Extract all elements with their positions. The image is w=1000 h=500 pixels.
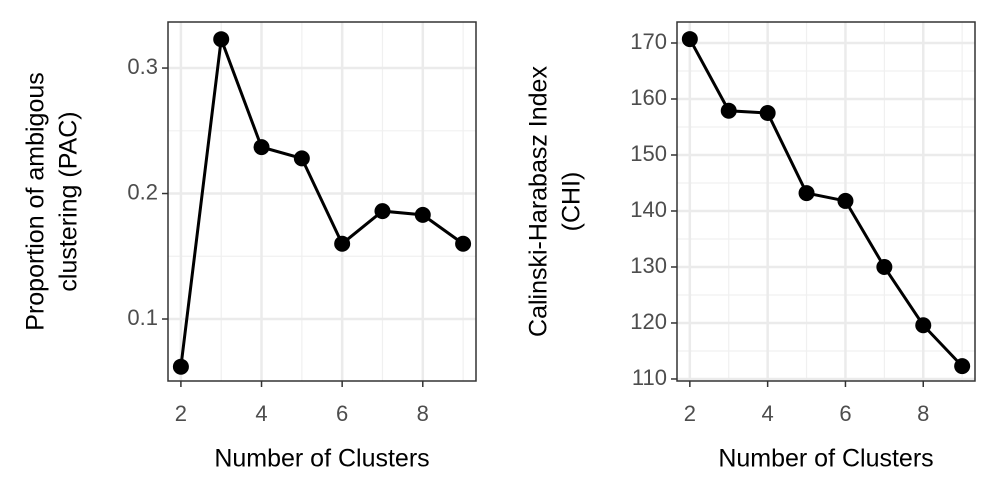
y-tick-label: 170 xyxy=(630,29,667,54)
data-point xyxy=(798,185,815,202)
y-tick-label: 130 xyxy=(630,253,667,278)
data-point xyxy=(759,104,776,121)
x-tick-label: 6 xyxy=(336,401,348,426)
y-axis-title: Proportion of ambigous xyxy=(22,72,50,330)
x-tick-label: 4 xyxy=(255,401,267,426)
y-axis-title: Calinski-Harabasz Index xyxy=(525,66,553,337)
panel-border xyxy=(676,21,976,382)
y-tick-label: 140 xyxy=(630,197,667,222)
y-tick-label: 0.3 xyxy=(127,54,158,79)
data-point xyxy=(681,31,698,48)
data-line xyxy=(179,38,464,367)
data-point xyxy=(837,192,854,209)
y-tick-label: 120 xyxy=(630,309,667,334)
x-tick-label: 8 xyxy=(917,401,929,426)
data-point xyxy=(915,317,932,334)
x-tick-label: 8 xyxy=(417,401,429,426)
data-point xyxy=(374,203,391,220)
y-tick-label: 0.2 xyxy=(127,179,158,204)
x-tick-label: 6 xyxy=(839,401,851,426)
data-point xyxy=(253,139,270,156)
y-tick-label: 160 xyxy=(630,85,667,110)
x-tick-label: 4 xyxy=(762,401,774,426)
data-point xyxy=(213,31,230,48)
x-tick-label: 2 xyxy=(684,401,696,426)
y-tick-label: 150 xyxy=(630,141,667,166)
data-point xyxy=(876,258,893,275)
data-point xyxy=(293,150,310,167)
data-point xyxy=(334,235,351,252)
y-tick-label: 110 xyxy=(632,365,667,390)
data-point xyxy=(172,358,189,375)
x-axis-title: Number of Clusters xyxy=(214,445,429,473)
data-point xyxy=(414,206,431,223)
data-point xyxy=(720,102,737,119)
data-point xyxy=(954,358,971,375)
panel-border xyxy=(167,21,477,382)
y-tick-label: 0.1 xyxy=(127,305,158,330)
x-tick-label: 2 xyxy=(175,401,187,426)
y-axis-title: (CHI) xyxy=(558,172,586,232)
data-point xyxy=(455,235,472,252)
x-axis-title: Number of Clusters xyxy=(718,445,933,473)
data-line xyxy=(688,38,964,368)
y-axis-title: clustering (PAC) xyxy=(55,111,83,291)
